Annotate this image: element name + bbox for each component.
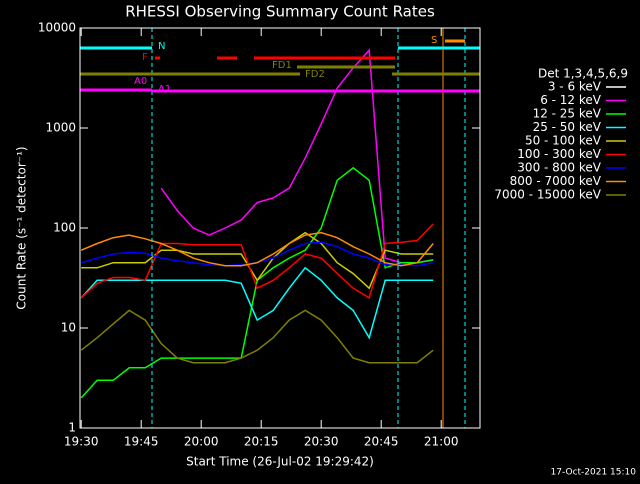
series-line [160, 48, 434, 264]
series-line [80, 223, 434, 300]
x-tick-label: 19:45 [124, 435, 159, 449]
flag-label: A0 [134, 76, 147, 87]
series-line [160, 79, 434, 269]
footer-date: 17-Oct-2021 15:10 [551, 468, 637, 478]
legend-label: 50 - 100 keV [525, 134, 602, 148]
legend-title: Det 1,3,4,5,6,9 [538, 67, 628, 81]
legend-label: 7000 - 15000 keV [494, 188, 601, 202]
legend-label: 3 - 6 keV [548, 80, 602, 94]
chart-title: RHESSI Observing Summary Count Rates [125, 3, 435, 21]
x-axis-label: Start Time (26-Jul-02 19:29:42) [186, 455, 374, 469]
y-tick-label: 10000 [38, 21, 76, 35]
x-tick-label: 20:30 [304, 435, 339, 449]
series-line [80, 231, 434, 267]
flag-label: S [431, 35, 437, 46]
flag-label: FD2 [305, 69, 325, 80]
y-tick-label: 10 [61, 321, 76, 335]
legend-label: 300 - 800 keV [517, 161, 601, 175]
flag-label: A1 [158, 84, 171, 95]
flag-label: FD1 [272, 60, 292, 71]
flag-label: N [158, 41, 165, 52]
legend-label: 6 - 12 keV [540, 93, 602, 107]
x-tick-label: 21:00 [424, 435, 459, 449]
y-axis-label: Count Rate (s⁻¹ detector⁻¹) [15, 146, 29, 309]
x-tick-label: 19:30 [64, 435, 99, 449]
flag-bars: N F FD1 FD2 A0 A1 S [80, 28, 480, 428]
legend-label: 100 - 300 keV [517, 147, 601, 161]
series-line [80, 266, 434, 340]
y-tick-label: 1000 [45, 121, 76, 135]
legend-label: 12 - 25 keV [533, 107, 602, 121]
legend-label: 800 - 7000 keV [510, 174, 602, 188]
plot-area [80, 48, 434, 399]
flag-label: F [142, 52, 148, 63]
series-line [81, 231, 434, 290]
legend-label: 25 - 50 keV [533, 120, 602, 134]
y-tick-label: 1 [68, 421, 76, 435]
series-line [80, 309, 434, 364]
y-tick-label: 100 [53, 221, 76, 235]
x-tick-label: 20:45 [364, 435, 399, 449]
x-tick-label: 20:00 [184, 435, 219, 449]
x-tick-label: 20:15 [244, 435, 279, 449]
